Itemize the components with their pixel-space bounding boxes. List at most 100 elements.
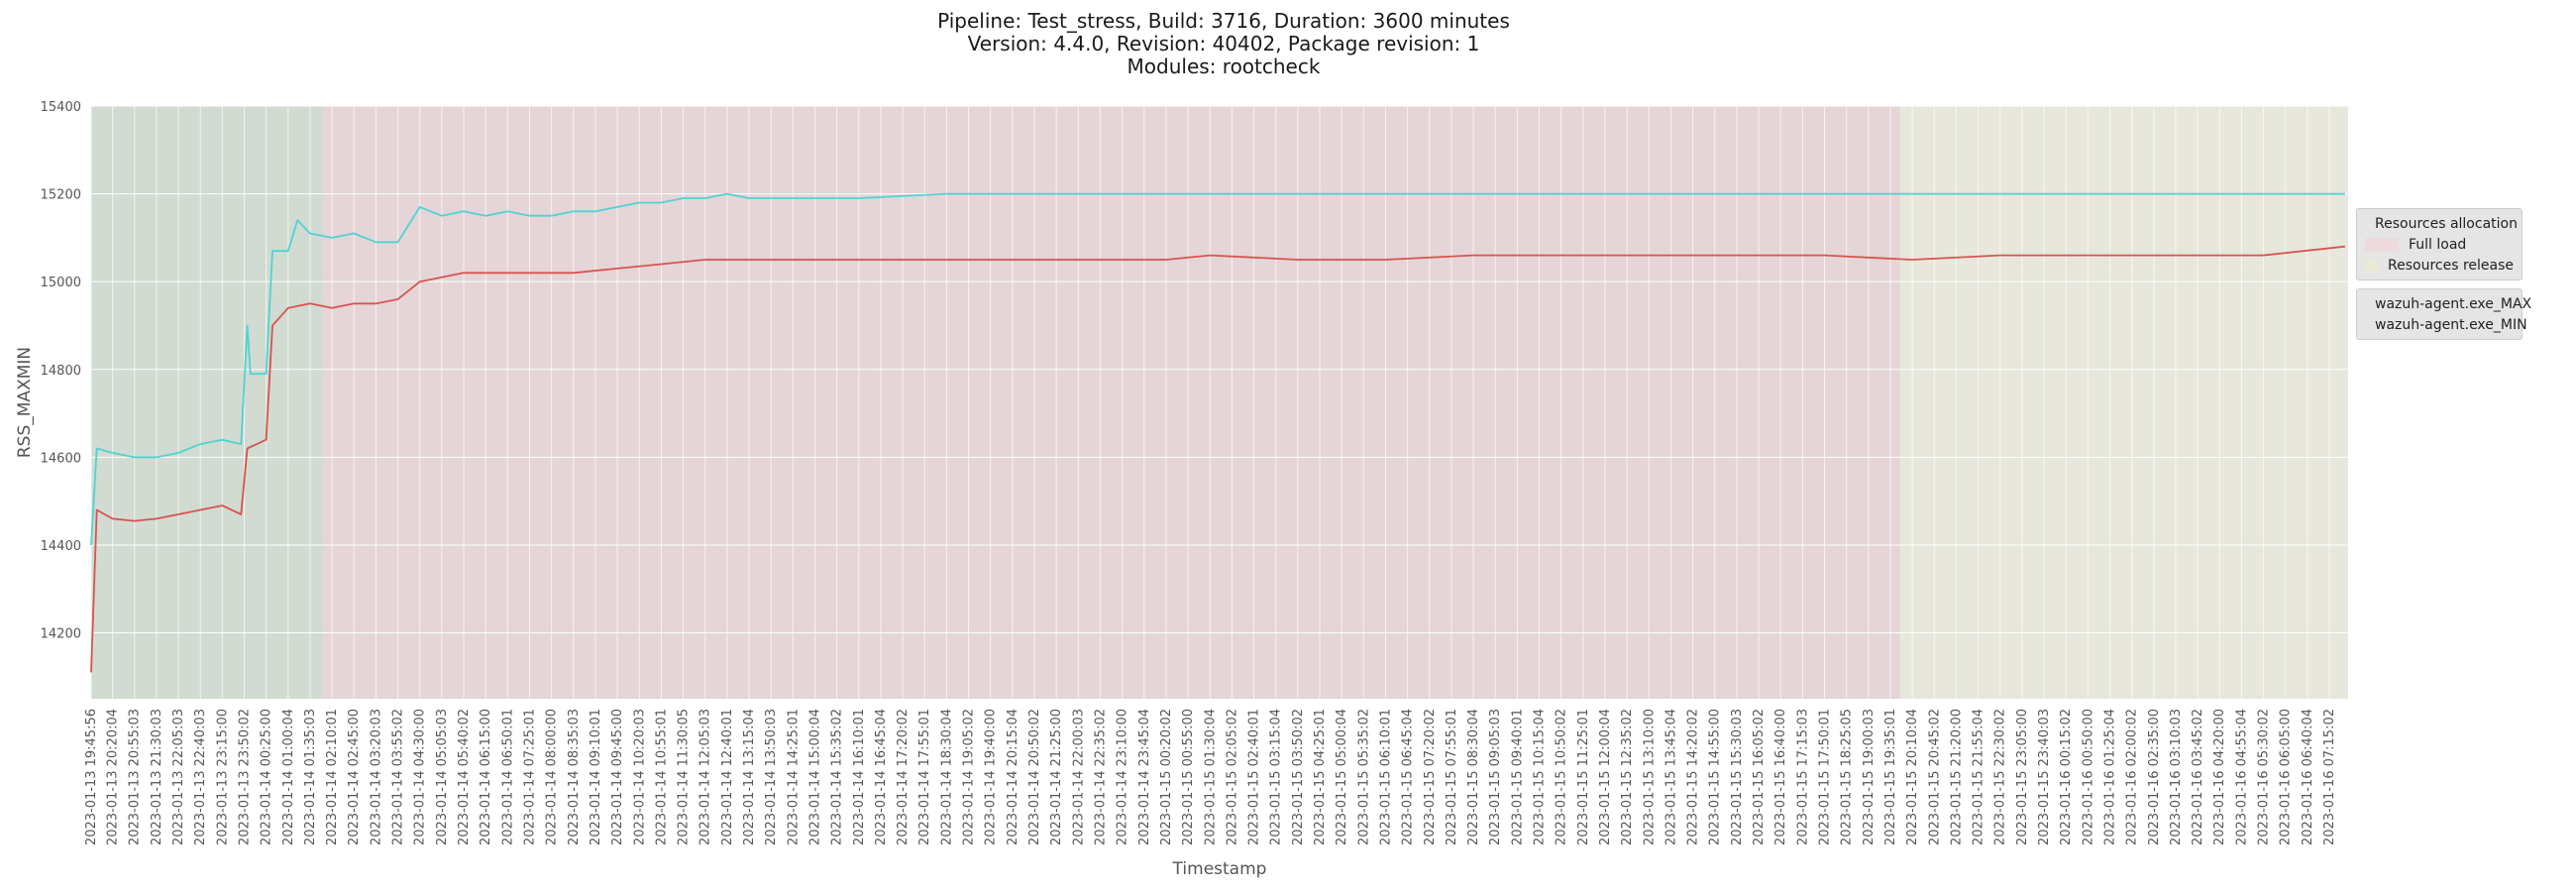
x-tick-label: 2023-01-14 01:00:04	[281, 709, 296, 845]
legend-item-min: wazuh-agent.exe_MIN	[2365, 314, 2527, 335]
x-tick-label: 2023-01-15 15:30:03	[1730, 709, 1745, 845]
x-tick-label: 2023-01-15 08:30:04	[1466, 709, 1481, 845]
x-tick-label: 2023-01-15 13:45:04	[1664, 709, 1678, 845]
x-tick-label: 2023-01-13 22:40:03	[193, 709, 208, 845]
x-tick-label: 2023-01-16 03:10:03	[2169, 709, 2184, 845]
x-tick-label: 2023-01-15 02:40:01	[1247, 709, 1262, 845]
x-tick-label: 2023-01-15 14:20:02	[1686, 709, 1701, 845]
x-tick-label: 2023-01-16 03:45:02	[2191, 709, 2205, 845]
x-tick-label: 2023-01-14 13:50:03	[764, 709, 779, 845]
legend-label: wazuh-agent.exe_MAX	[2375, 295, 2532, 312]
x-tick-label: 2023-01-14 12:40:01	[720, 709, 735, 845]
y-tick-label: 15200	[41, 188, 81, 203]
chart-title-line-2: Version: 4.4.0, Revision: 40402, Package…	[967, 32, 1480, 56]
x-tick-label: 2023-01-15 03:15:04	[1269, 709, 1284, 845]
x-tick-label: 2023-01-14 12:05:03	[698, 709, 713, 845]
x-tick-label: 2023-01-15 02:05:02	[1225, 709, 1239, 845]
x-tick-label: 2023-01-14 10:20:03	[632, 709, 647, 845]
x-tick-label: 2023-01-15 17:15:03	[1795, 709, 1810, 845]
x-tick-label: 2023-01-16 06:05:00	[2279, 709, 2294, 845]
x-tick-label: 2023-01-15 23:40:03	[2037, 709, 2052, 845]
x-tick-label: 2023-01-13 22:05:03	[171, 709, 186, 845]
x-tick-label: 2023-01-15 21:20:00	[1949, 709, 1964, 845]
x-tick-label: 2023-01-14 21:25:00	[1049, 709, 1064, 845]
x-tick-label: 2023-01-15 22:30:02	[1993, 709, 2008, 845]
x-tick-label: 2023-01-14 16:10:01	[852, 709, 867, 845]
x-tick-label: 2023-01-16 01:25:04	[2103, 709, 2118, 845]
chart-title: Pipeline: Test_stress, Build: 3716, Dura…	[0, 10, 2447, 78]
x-tick-label: 2023-01-15 18:25:05	[1840, 709, 1855, 845]
x-tick-label: 2023-01-15 16:40:00	[1773, 709, 1788, 845]
x-tick-label: 2023-01-15 19:00:03	[1862, 709, 1877, 845]
x-tick-label: 2023-01-15 20:10:04	[1905, 709, 1920, 845]
series-lines	[90, 192, 2345, 673]
y-tick-label: 14400	[41, 539, 81, 554]
x-tick-label: 2023-01-15 13:10:00	[1642, 709, 1657, 845]
x-tick-label: 2023-01-13 21:30:03	[150, 709, 164, 845]
x-tick-label: 2023-01-15 09:05:03	[1488, 709, 1503, 845]
x-tick-label: 2023-01-14 04:30:00	[413, 709, 428, 845]
y-tick-label: 14200	[41, 627, 81, 642]
x-tick-label: 2023-01-15 06:10:01	[1378, 709, 1393, 845]
y-axis-title: RSS_MAXMIN	[15, 347, 35, 458]
x-tick-label: 2023-01-15 14:55:00	[1708, 709, 1723, 845]
x-tick-label: 2023-01-14 01:35:03	[303, 709, 318, 845]
x-tick-label: 2023-01-14 06:15:00	[479, 709, 493, 845]
x-tick-label: 2023-01-15 03:50:02	[1291, 709, 1306, 845]
x-tick-label: 2023-01-15 20:45:02	[1927, 709, 1942, 845]
legend-item-resources-allocation: Resources allocation	[2365, 213, 2518, 234]
chart-title-line-1: Pipeline: Test_stress, Build: 3716, Dura…	[937, 9, 1510, 33]
x-tick-label: 2023-01-16 02:00:02	[2125, 709, 2140, 845]
x-tick-label: 2023-01-14 16:45:04	[874, 709, 889, 845]
x-tick-label: 2023-01-14 10:55:01	[654, 709, 669, 845]
x-tick-label: 2023-01-16 05:30:02	[2257, 709, 2272, 845]
x-tick-label: 2023-01-15 07:20:02	[1423, 709, 1438, 845]
x-tick-label: 2023-01-14 19:40:00	[984, 709, 999, 845]
x-tick-label: 2023-01-15 04:25:01	[1313, 709, 1328, 845]
x-tick-label: 2023-01-14 17:20:02	[896, 709, 911, 845]
x-tick-label: 2023-01-13 19:45:56	[84, 709, 99, 845]
phase-bands	[91, 106, 2348, 699]
x-tick-label: 2023-01-14 20:15:04	[1006, 709, 1020, 845]
x-tick-label: 2023-01-15 01:30:04	[1203, 709, 1218, 845]
phase-band-1	[322, 106, 1900, 699]
x-tick-label: 2023-01-14 14:25:01	[786, 709, 801, 845]
x-tick-label: 2023-01-13 23:15:00	[215, 709, 230, 845]
x-tick-label: 2023-01-14 05:05:03	[435, 709, 450, 845]
x-tick-label: 2023-01-15 12:00:04	[1598, 709, 1613, 845]
x-tick-label: 2023-01-14 22:35:02	[1093, 709, 1108, 845]
x-tick-label: 2023-01-14 06:50:01	[500, 709, 515, 845]
legend-swatch	[2365, 258, 2378, 273]
x-tick-label: 2023-01-15 19:35:01	[1883, 709, 1898, 845]
y-tick-label: 14800	[41, 364, 81, 379]
legend-label: wazuh-agent.exe_MIN	[2375, 316, 2527, 333]
chart-title-line-3: Modules: rootcheck	[1127, 55, 1321, 78]
grid-lines	[90, 105, 2348, 699]
phase-band-0	[91, 106, 323, 699]
x-tick-label: 2023-01-14 13:15:04	[742, 709, 757, 845]
x-tick-label: 2023-01-14 20:50:02	[1027, 709, 1042, 845]
legend-item-full-load: Full load	[2365, 234, 2514, 255]
x-tick-label: 2023-01-15 06:45:04	[1401, 709, 1416, 845]
y-axis-ticks: 14200 14400 14600 14800 15000 15200 15400	[41, 100, 81, 642]
phase-legend: Resources allocation Full load Resources…	[2356, 208, 2522, 280]
x-tick-label: 2023-01-14 15:00:04	[807, 709, 822, 845]
x-tick-label: 2023-01-15 05:35:02	[1356, 709, 1371, 845]
x-axis-ticks: 2023-01-13 19:45:56 2023-01-13 20:20:04 20…	[84, 709, 2337, 845]
x-tick-label: 2023-01-14 07:25:01	[522, 709, 537, 845]
x-tick-label: 2023-01-14 18:30:04	[939, 709, 954, 845]
x-tick-label: 2023-01-16 06:40:04	[2301, 709, 2315, 845]
x-tick-label: 2023-01-14 08:35:03	[567, 709, 582, 845]
x-tick-label: 2023-01-15 17:50:01	[1818, 709, 1833, 845]
x-tick-label: 2023-01-14 02:10:01	[325, 709, 340, 845]
x-tick-label: 2023-01-15 11:25:01	[1576, 709, 1591, 845]
legend-label: Resources allocation	[2375, 215, 2518, 232]
phase-band-2	[1899, 106, 2348, 699]
x-tick-label: 2023-01-13 23:50:02	[238, 709, 253, 845]
x-tick-label: 2023-01-14 17:55:01	[917, 709, 932, 845]
y-tick-label: 15000	[41, 276, 81, 290]
x-tick-label: 2023-01-13 20:55:03	[128, 709, 143, 845]
x-axis-title: Timestamp	[1172, 859, 1267, 879]
x-tick-label: 2023-01-14 23:10:00	[1116, 709, 1130, 845]
